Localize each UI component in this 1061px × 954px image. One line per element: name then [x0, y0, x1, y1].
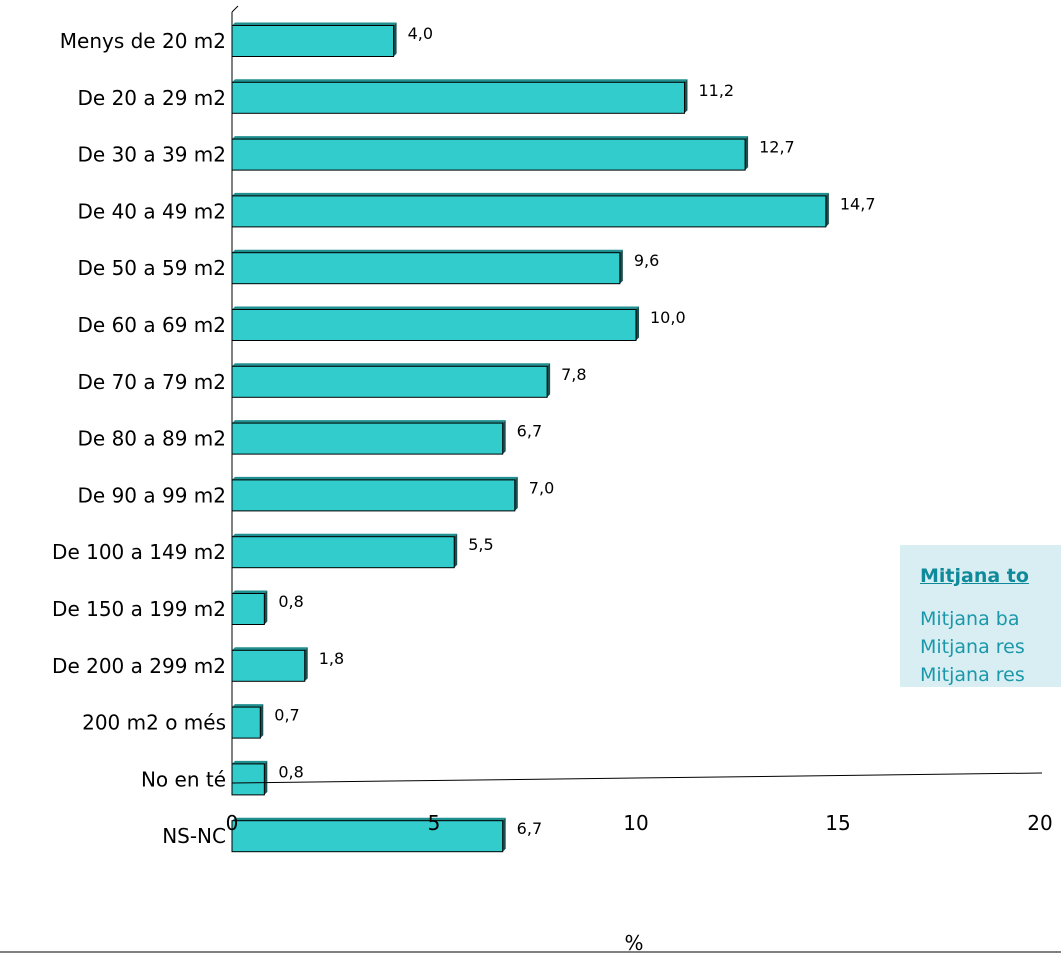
info-box-line: Mitjana res: [920, 636, 1025, 658]
bar-side-face: [636, 306, 639, 341]
category-label: De 30 a 39 m2: [78, 143, 227, 167]
axes-group: 0 5 10 15 20: [0, 5, 1061, 953]
bar-side-face: [304, 647, 308, 682]
info-box-line: Mitjana res: [920, 664, 1025, 686]
bar: [231, 138, 746, 171]
bar-top-face: [232, 136, 749, 140]
bar-top-face: [232, 647, 308, 651]
bar-side-face: [502, 817, 506, 852]
info-box-line: Mitjana ba: [920, 608, 1020, 630]
bar-side-face: [745, 136, 749, 171]
x-tick-label: 5: [428, 811, 441, 835]
value-label: 11,2: [698, 81, 734, 100]
bar-side-face: [547, 363, 551, 398]
bar: [231, 820, 504, 853]
bar-top-face: [232, 704, 264, 708]
category-label: De 80 a 89 m2: [78, 427, 227, 451]
category-label: De 200 a 299 m2: [52, 654, 226, 678]
bar-side-face: [264, 590, 268, 625]
bar-top-face: [232, 420, 506, 424]
bar: [231, 252, 621, 285]
bar-top-face: [232, 476, 518, 480]
category-label: NS-NC: [162, 824, 226, 848]
info-box-title: Mitjana to: [920, 565, 1029, 587]
bar: [231, 479, 516, 512]
value-label: 10,0: [650, 308, 686, 327]
bar-side-face: [264, 760, 268, 795]
bar-top-face: [232, 760, 268, 764]
bar-top-face: [232, 590, 268, 594]
bar: [231, 593, 265, 625]
category-label: Menys de 20 m2: [60, 29, 226, 53]
value-label: 6,7: [517, 819, 542, 838]
value-label: 7,8: [561, 365, 586, 384]
bar-side-face: [393, 22, 397, 57]
bars-group: Menys de 20 m2 4,0 De 20 a 29 m2 11,2 De 30 …: [52, 22, 876, 853]
category-label: 200 m2 o més: [82, 711, 226, 735]
value-label: 0,7: [274, 706, 299, 725]
bar-top-face: [232, 22, 397, 26]
bar-top-face: [232, 817, 506, 821]
bar: [231, 763, 265, 796]
bar-top-face: [232, 192, 829, 196]
bar: [231, 706, 261, 739]
x-tick-label: 20: [1027, 811, 1052, 835]
x-tick-label: 0: [226, 811, 239, 835]
value-label: 5,5: [468, 535, 493, 554]
value-label: 6,7: [517, 422, 542, 441]
value-label: 0,8: [278, 592, 303, 611]
bar: [231, 422, 504, 455]
bar-side-face: [502, 420, 506, 455]
bar: [231, 649, 306, 682]
bar: [231, 81, 685, 114]
bar-side-face: [619, 249, 623, 284]
bar-side-face: [454, 533, 458, 568]
bar-top-face: [232, 79, 688, 83]
value-label: 4,0: [408, 24, 433, 43]
x-axis-line: [231, 772, 1043, 784]
value-label: 1,8: [319, 649, 344, 668]
bar: [231, 195, 827, 228]
category-label: De 40 a 49 m2: [78, 199, 227, 223]
category-label: De 50 a 59 m2: [78, 256, 227, 280]
bar: [231, 365, 548, 398]
bar-side-face: [825, 192, 829, 227]
x-tick-label: 10: [623, 811, 648, 835]
category-label: De 70 a 79 m2: [78, 370, 227, 394]
bar-top-face: [232, 533, 458, 537]
bar-top-face: [232, 249, 623, 253]
bar-side-face: [260, 704, 264, 739]
category-label: De 150 a 199 m2: [52, 597, 226, 621]
x-axis-title: %: [624, 931, 643, 954]
category-label: De 100 a 149 m2: [52, 540, 226, 564]
y-axis-depth-line: [231, 5, 239, 13]
value-label: 9,6: [634, 251, 659, 270]
bar: [231, 25, 395, 57]
category-label: De 20 a 29 m2: [78, 86, 227, 110]
bar-top-face: [232, 306, 639, 310]
category-label: No en té: [141, 767, 226, 791]
info-box: Mitjana to Mitjana ba Mitjana res Mitjan…: [900, 545, 1061, 687]
bar-side-face: [684, 79, 688, 114]
x-tick-label: 15: [825, 811, 850, 835]
bar: [231, 309, 637, 341]
bar: [231, 536, 455, 569]
bar-top-face: [232, 363, 551, 367]
bar-side-face: [514, 476, 518, 511]
category-label: De 60 a 69 m2: [78, 313, 227, 337]
value-label: 14,7: [840, 194, 876, 213]
value-label: 7,0: [529, 478, 554, 497]
value-label: 12,7: [759, 138, 795, 157]
category-label: De 90 a 99 m2: [78, 483, 227, 507]
value-label: 0,8: [278, 762, 303, 781]
